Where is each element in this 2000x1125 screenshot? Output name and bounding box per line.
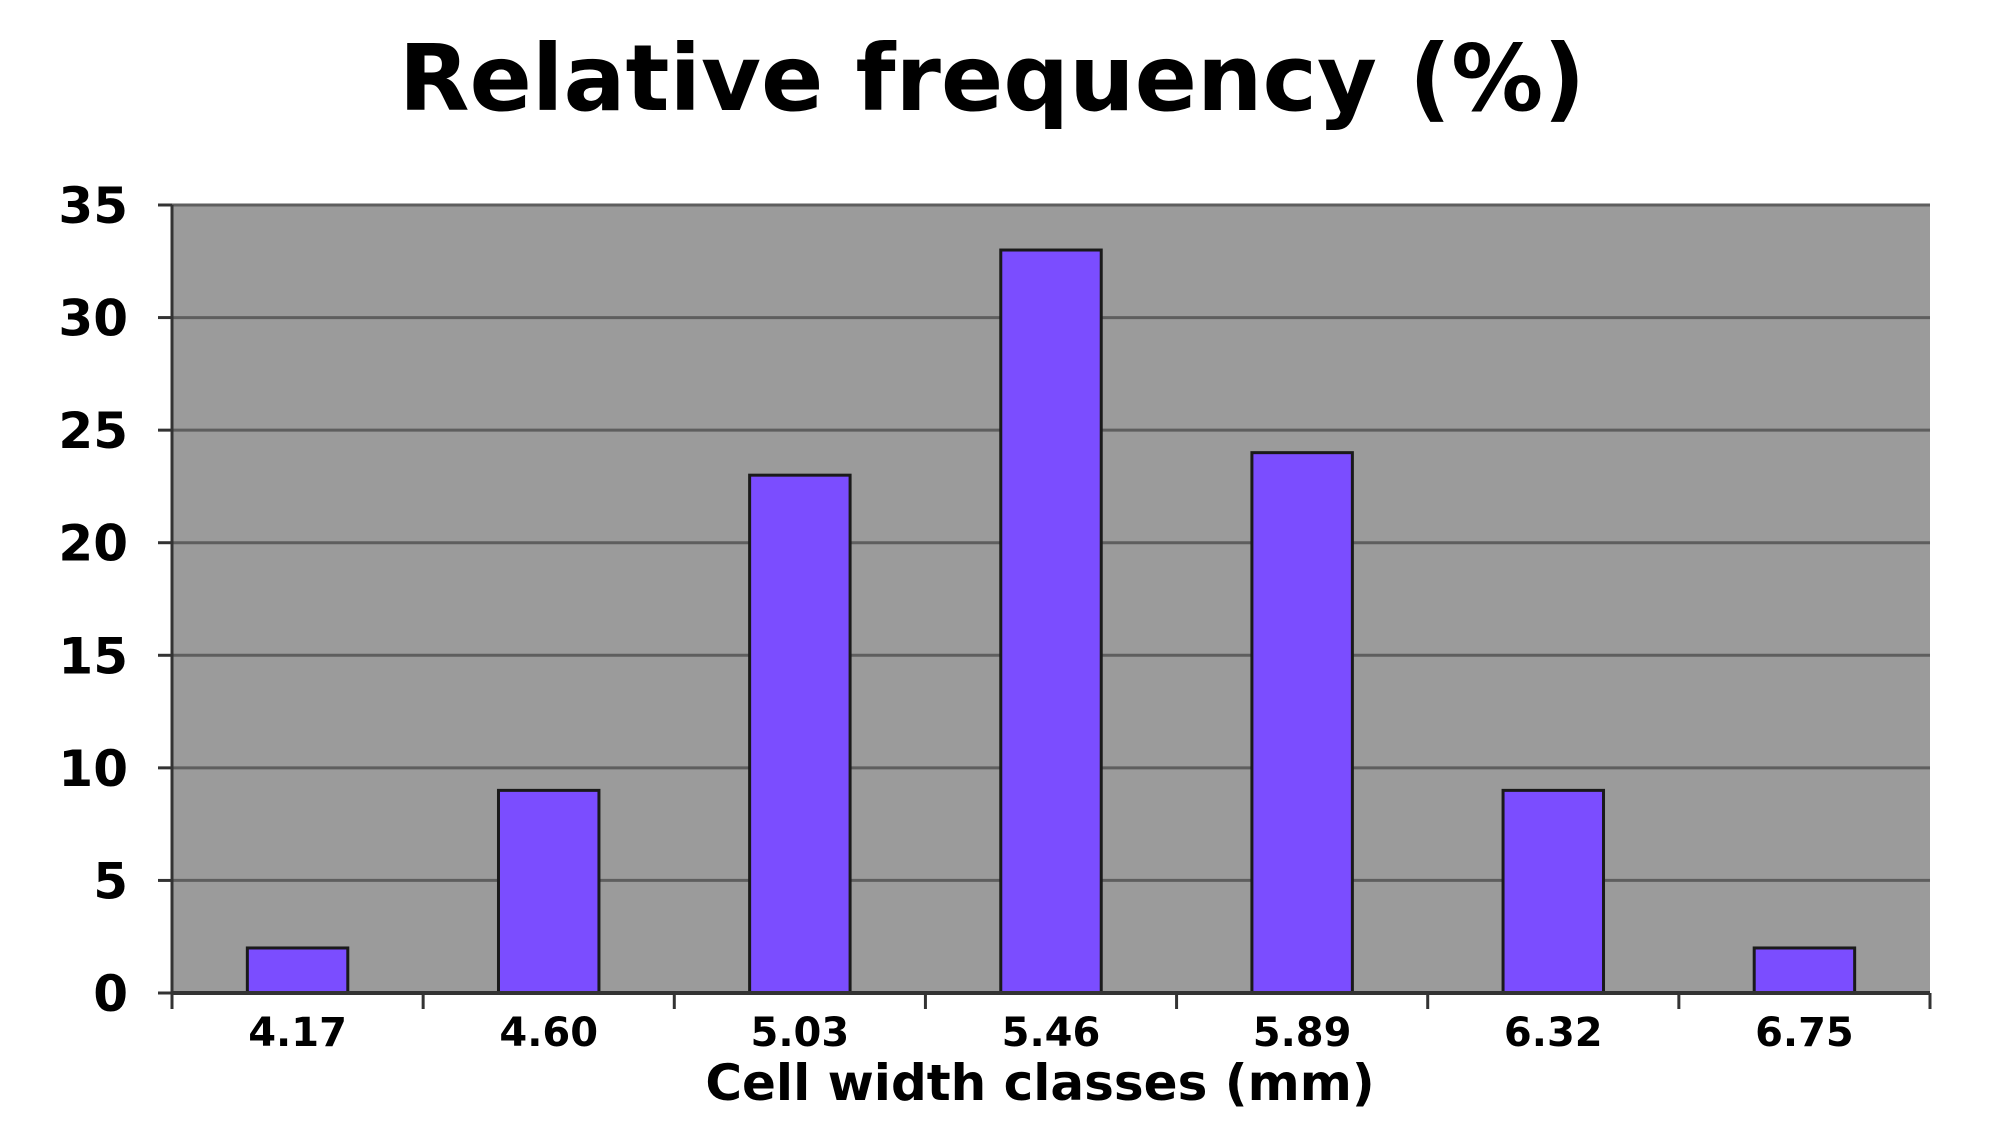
y-tick-label: 5	[93, 852, 128, 910]
x-tick-labels: 4.17 4.60 5.03 5.46 5.89 6.32 6.75	[248, 1010, 1854, 1056]
bar-4.17	[245, 946, 350, 995]
bar-6.32	[1501, 788, 1606, 995]
y-tick-label: 0	[93, 965, 128, 1023]
x-axis-title: Cell width classes (mm)	[705, 1054, 1374, 1112]
y-tick-label: 15	[58, 627, 128, 685]
x-tick-label: 4.17	[248, 1010, 347, 1056]
x-tick-label: 5.46	[1002, 1010, 1101, 1056]
x-tick-label: 4.60	[499, 1010, 598, 1056]
y-tick-label: 20	[58, 515, 128, 573]
bar-5.46	[999, 248, 1103, 995]
bar-6.75	[1752, 946, 1857, 995]
x-tick-label: 6.75	[1755, 1010, 1854, 1056]
y-tick-labels: 0 5 10 15 20 25 30 35	[58, 177, 128, 1023]
x-tick-label: 5.03	[751, 1010, 850, 1056]
x-tick-label: 6.32	[1504, 1010, 1603, 1056]
bar-5.89	[1250, 451, 1354, 995]
bar-4.60	[496, 788, 601, 995]
y-tick-label: 10	[58, 740, 128, 798]
y-tick-label: 30	[58, 290, 128, 348]
x-tick-label: 5.89	[1253, 1010, 1352, 1056]
bar-5.03	[748, 473, 852, 995]
chart-title: Relative frequency (%)	[399, 25, 1586, 132]
y-tick-label: 35	[58, 177, 128, 235]
y-tick-label: 25	[58, 402, 128, 460]
axes	[158, 203, 1932, 1009]
